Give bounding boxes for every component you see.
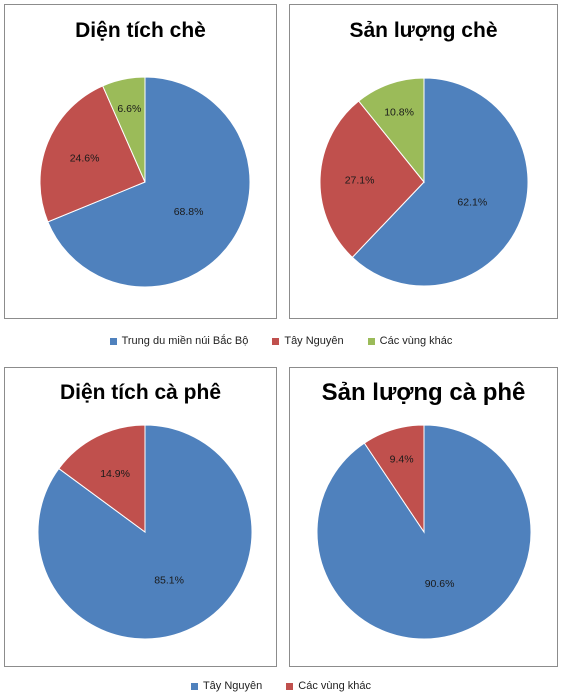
pie-slice bbox=[319, 100, 425, 259]
pie-chart-tea-area: 68.8% 24.6% 6.6% bbox=[39, 76, 251, 288]
chart-title: Diện tích chè bbox=[75, 19, 206, 42]
pie-chart-coffee-output: 90.6% 9.4% bbox=[316, 424, 532, 640]
pie-slice bbox=[58, 424, 146, 533]
legend-label: Trung du miền núi Bắc Bộ bbox=[121, 335, 249, 347]
pie-slice bbox=[37, 424, 253, 640]
legend-label: Tây Nguyên bbox=[284, 335, 344, 347]
pie-slice bbox=[363, 424, 425, 534]
legend-label: Các vùng khác bbox=[379, 335, 453, 347]
pie-slice bbox=[39, 85, 146, 223]
legend-item: Các vùng khác bbox=[286, 680, 371, 692]
chart-title: Diện tích cà phê bbox=[59, 381, 222, 404]
slice-data-label: 27.1% bbox=[345, 174, 375, 186]
legend-swatch bbox=[272, 337, 280, 345]
legend-swatch bbox=[109, 337, 117, 345]
legend-label: Tây Nguyên bbox=[202, 680, 263, 692]
legend-label: Các vùng khác bbox=[298, 680, 372, 692]
legend-swatch bbox=[190, 682, 198, 690]
pie-slice bbox=[351, 77, 529, 287]
chart-panel-tea-output: Sản lượng chè 62.1% 27.1% 10.8% bbox=[289, 4, 558, 319]
legend-item: Tây Nguyên bbox=[272, 335, 344, 347]
legend-item: Các vùng khác bbox=[367, 335, 453, 347]
slice-data-label: 10.8% bbox=[384, 106, 414, 118]
slice-data-label: 90.6% bbox=[425, 578, 455, 590]
slice-data-label: 14.9% bbox=[100, 468, 130, 480]
pie-chart-coffee-area: 85.1% 14.9% bbox=[37, 424, 253, 640]
slice-data-label: 85.1% bbox=[154, 575, 184, 587]
pie-slice bbox=[102, 76, 146, 183]
legend-coffee: Tây Nguyên Các vùng khác bbox=[0, 680, 562, 692]
chart-title: Sản lượng cà phê bbox=[321, 379, 526, 406]
pie-chart-tea-output: 62.1% 27.1% 10.8% bbox=[319, 77, 529, 287]
chart-panel-coffee-area: Diện tích cà phê 85.1% 14.9% bbox=[4, 367, 277, 667]
slice-data-label: 62.1% bbox=[457, 196, 487, 208]
chart-title: Sản lượng chè bbox=[349, 19, 498, 42]
pie-slice bbox=[358, 77, 425, 184]
legend-swatch bbox=[286, 682, 294, 690]
slice-data-label: 9.4% bbox=[390, 453, 414, 465]
legend-swatch bbox=[367, 337, 375, 345]
legend-item: Tây Nguyên bbox=[190, 680, 263, 692]
chart-panel-coffee-output: Sản lượng cà phê 90.6% 9.4% bbox=[289, 367, 558, 667]
legend-item: Trung du miền núi Bắc Bộ bbox=[109, 335, 249, 347]
slice-data-label: 24.6% bbox=[70, 153, 100, 165]
pie-slice bbox=[47, 76, 251, 288]
slice-data-label: 68.8% bbox=[174, 206, 204, 218]
chart-panel-tea-area: Diện tích chè 68.8% 24.6% 6.6% bbox=[4, 4, 277, 319]
slice-data-label: 6.6% bbox=[117, 103, 141, 115]
legend-tea: Trung du miền núi Bắc Bộ Tây Nguyên Các … bbox=[0, 335, 562, 347]
